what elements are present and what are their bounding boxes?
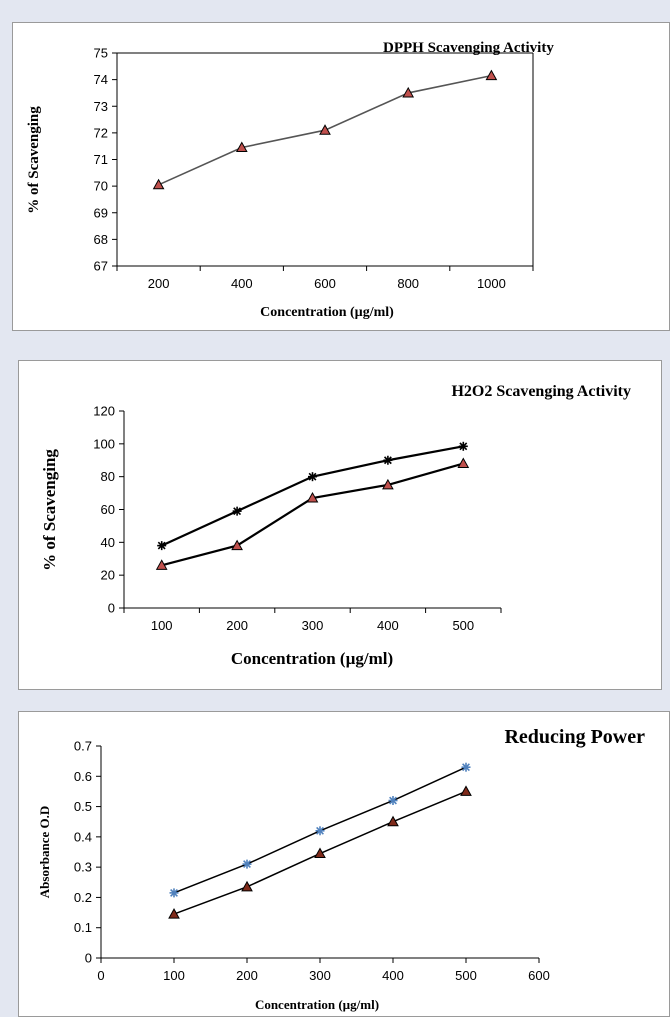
h2o2-series-2-point [457, 457, 470, 469]
reducing-x-tick-label: 500 [455, 968, 477, 983]
reducing-series-1-point [315, 826, 325, 836]
h2o2-y-tick-label: 20 [101, 568, 115, 583]
reducing-series-2-point [241, 880, 253, 892]
reducing-y-tick-label: 0.7 [74, 739, 92, 754]
dpph-y-tick-label: 68 [94, 232, 108, 247]
reducing-series-1-point [461, 762, 471, 772]
reducing-y-tick-label: 0.5 [74, 799, 92, 814]
dpph-x-tick-label: 200 [148, 276, 170, 291]
reducing-x-tick-label: 0 [97, 968, 104, 983]
marker-stroke [383, 456, 392, 465]
dpph-y-tick-label: 72 [94, 125, 108, 140]
h2o2-series-2-point [382, 478, 394, 490]
dpph-series-1-point [235, 141, 248, 153]
h2o2-series-1-point [383, 455, 393, 465]
dpph-title: DPPH Scavenging Activity [383, 40, 554, 56]
dpph-y-tick-label: 75 [94, 46, 108, 61]
marker-stroke [157, 541, 166, 550]
reducing-series-2-point [168, 908, 180, 919]
dpph-y-tick-label: 73 [94, 99, 108, 114]
dpph-x-tick-label: 400 [231, 276, 253, 291]
h2o2-y-tick-label: 80 [101, 469, 115, 484]
dpph-series-1-point [152, 178, 165, 190]
h2o2-series-2-point [306, 491, 319, 503]
dpph-x-tick-label: 600 [314, 276, 336, 291]
marker-stroke [316, 826, 324, 835]
h2o2-y-tick-label: 40 [101, 535, 115, 550]
h2o2-chart-panel: H2O2 Scavenging Activity 0 20 40 60 80 100 120 1… [18, 360, 662, 690]
h2o2-series-2-point [155, 559, 168, 570]
h2o2-series-1-point [157, 541, 167, 551]
h2o2-title: H2O2 Scavenging Activity [451, 383, 631, 400]
reducing-y-tick-label: 0.2 [74, 890, 92, 905]
h2o2-series-1-point [308, 472, 317, 482]
reducing-series-2-point [387, 815, 399, 827]
dpph-y-tick-label: 69 [94, 205, 108, 220]
marker-stroke [459, 442, 468, 451]
h2o2-series-2-point [231, 539, 243, 551]
reducing-y-tick-label: 0 [85, 951, 92, 966]
reducing-power-chart-panel: Reducing Power 0 0.1 0.2 0.3 0.4 0.5 0.6 0.7 0 100… [18, 711, 670, 1017]
reducing-x-tick-label: 400 [382, 968, 404, 983]
dpph-chart: DPPH Scavenging Activity 67 68 69 70 71 72 73 74… [26, 40, 554, 320]
reducing-y-tick-label: 0.4 [74, 829, 92, 844]
dpph-y-axis-label: % of Scavenging [26, 106, 42, 214]
reducing-series-2-point [314, 847, 326, 859]
reducing-title: Reducing Power [504, 726, 645, 748]
h2o2-x-tick-label: 500 [452, 618, 474, 633]
h2o2-x-tick-label: 100 [151, 618, 173, 633]
h2o2-chart: H2O2 Scavenging Activity 0 20 40 60 80 100 120 1… [40, 383, 631, 668]
marker-stroke [462, 763, 470, 772]
dpph-y-tick-label: 67 [94, 259, 108, 274]
h2o2-x-tick-label: 400 [377, 618, 399, 633]
dpph-x-axis-label: Concentration (µg/ml) [260, 305, 394, 320]
reducing-x-axis-label: Concentration (µg/ml) [255, 997, 379, 1012]
marker-stroke [389, 796, 397, 805]
dpph-x-tick-label: 1000 [477, 276, 506, 291]
reducing-y-tick-label: 0.6 [74, 769, 92, 784]
reducing-series-1-point [169, 888, 179, 898]
dpph-series-1-point [485, 69, 498, 81]
dpph-y-tick-label: 74 [94, 72, 108, 87]
reducing-series-1-point [242, 859, 252, 869]
h2o2-y-tick-label: 60 [101, 502, 115, 517]
marker-stroke [170, 888, 178, 897]
marker-stroke [243, 860, 251, 869]
reducing-series-2-point [460, 785, 472, 796]
dpph-chart-panel: DPPH Scavenging Activity 67 68 69 70 71 72 73 74… [12, 22, 670, 331]
reducing-x-tick-label: 200 [236, 968, 258, 983]
reducing-y-axis-label: Absorbance O.D [37, 806, 52, 898]
h2o2-x-axis-label: Concentration (µg/ml) [231, 649, 393, 668]
h2o2-x-tick-label: 200 [226, 618, 248, 633]
reducing-y-tick-label: 0.1 [74, 920, 92, 935]
marker-stroke [233, 507, 242, 516]
reducing-series-1-point [388, 796, 398, 806]
reducing-x-tick-label: 600 [528, 968, 550, 983]
h2o2-y-tick-label: 100 [93, 436, 115, 451]
h2o2-y-axis-label: % of Scavenging [40, 449, 59, 571]
reducing-y-tick-label: 0.3 [74, 860, 92, 875]
h2o2-y-tick-label: 0 [108, 601, 115, 616]
h2o2-series-1-point [232, 506, 242, 516]
dpph-x-tick-label: 800 [397, 276, 419, 291]
marker-stroke [308, 472, 317, 481]
dpph-y-tick-label: 70 [94, 179, 108, 194]
h2o2-x-tick-label: 300 [302, 618, 324, 633]
reducing-x-tick-label: 300 [309, 968, 331, 983]
dpph-y-tick-label: 71 [94, 152, 108, 167]
h2o2-series-1-point [458, 441, 468, 451]
h2o2-y-tick-label: 120 [93, 404, 115, 419]
reducing-x-tick-label: 100 [163, 968, 185, 983]
dpph-series-1-point [319, 124, 331, 135]
dpph-series-1-point [402, 86, 415, 98]
reducing-power-chart: Reducing Power 0 0.1 0.2 0.3 0.4 0.5 0.6 0.7 0 100… [37, 726, 645, 1012]
